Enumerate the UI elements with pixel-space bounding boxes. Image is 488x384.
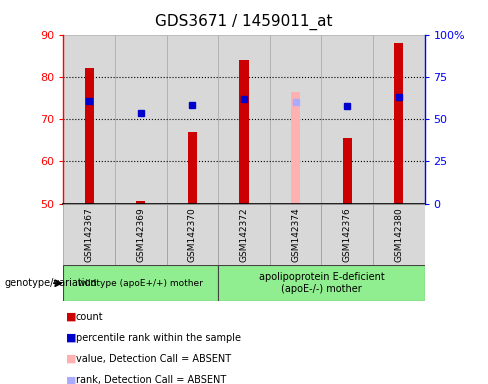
Bar xyxy=(270,35,322,204)
Bar xyxy=(166,35,218,204)
Bar xyxy=(166,204,218,265)
Bar xyxy=(188,132,197,204)
Text: ■: ■ xyxy=(66,375,77,384)
Text: GSM142380: GSM142380 xyxy=(394,207,403,262)
Bar xyxy=(394,43,404,204)
Text: ■: ■ xyxy=(66,312,77,322)
Text: GSM142376: GSM142376 xyxy=(343,207,352,262)
Bar xyxy=(63,265,218,301)
Text: GSM142369: GSM142369 xyxy=(136,207,145,262)
Text: rank, Detection Call = ABSENT: rank, Detection Call = ABSENT xyxy=(76,375,226,384)
Bar xyxy=(239,60,249,204)
Bar xyxy=(322,35,373,204)
Bar xyxy=(136,201,145,204)
Text: genotype/variation: genotype/variation xyxy=(5,278,98,288)
Title: GDS3671 / 1459011_at: GDS3671 / 1459011_at xyxy=(155,14,333,30)
Text: GSM142374: GSM142374 xyxy=(291,207,300,262)
Text: ■: ■ xyxy=(66,354,77,364)
Bar xyxy=(115,204,166,265)
Text: wildtype (apoE+/+) mother: wildtype (apoE+/+) mother xyxy=(79,279,203,288)
Bar xyxy=(343,138,352,204)
Bar xyxy=(291,92,300,204)
Bar xyxy=(115,35,166,204)
Bar xyxy=(270,204,322,265)
Text: GSM142372: GSM142372 xyxy=(240,207,248,262)
Bar xyxy=(63,204,115,265)
Text: GSM142367: GSM142367 xyxy=(85,207,94,262)
Text: GSM142370: GSM142370 xyxy=(188,207,197,262)
Text: count: count xyxy=(76,312,103,322)
Bar xyxy=(218,265,425,301)
Bar xyxy=(373,35,425,204)
Text: percentile rank within the sample: percentile rank within the sample xyxy=(76,333,241,343)
Bar xyxy=(63,35,115,204)
Bar xyxy=(218,204,270,265)
Text: value, Detection Call = ABSENT: value, Detection Call = ABSENT xyxy=(76,354,231,364)
Text: apolipoprotein E-deficient
(apoE-/-) mother: apolipoprotein E-deficient (apoE-/-) mot… xyxy=(259,272,384,294)
Bar xyxy=(322,204,373,265)
Bar xyxy=(218,35,270,204)
Bar xyxy=(373,204,425,265)
Text: ■: ■ xyxy=(66,333,77,343)
Bar xyxy=(84,68,94,204)
